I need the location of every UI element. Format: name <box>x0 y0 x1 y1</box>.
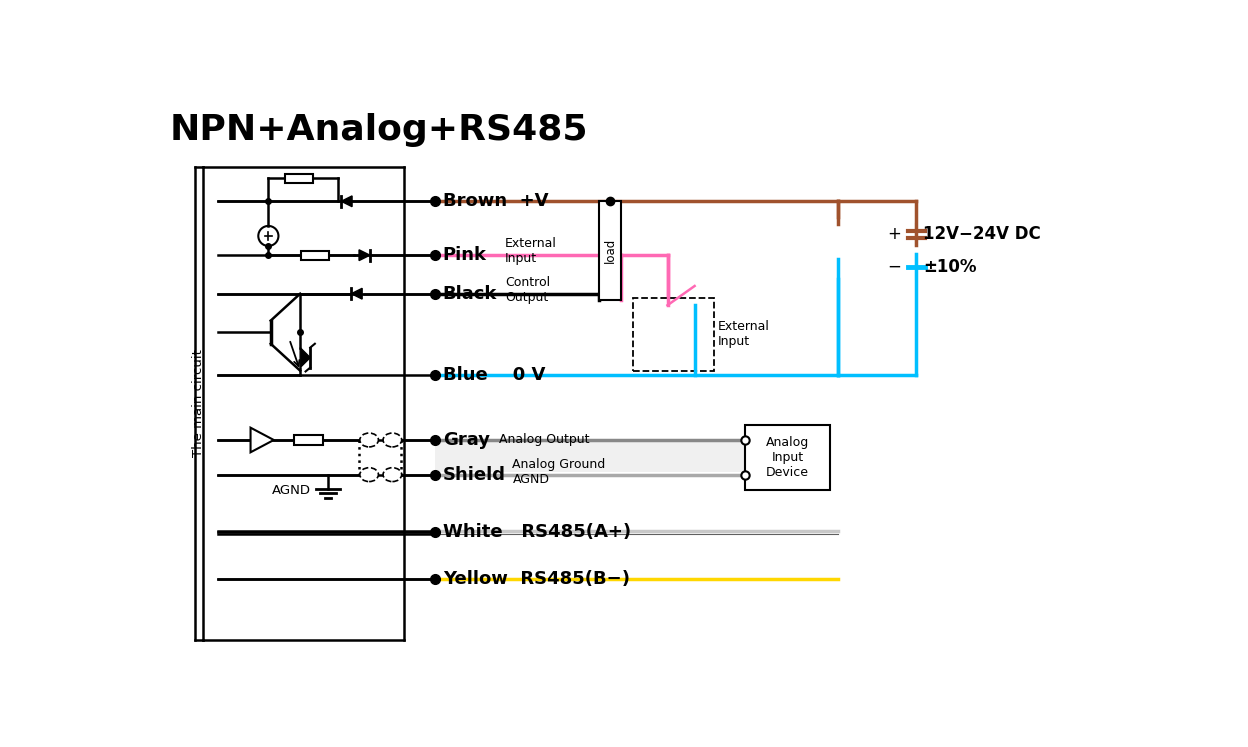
Text: Black: Black <box>443 285 497 303</box>
Ellipse shape <box>383 433 402 447</box>
Polygon shape <box>341 196 352 207</box>
Text: Yellow  RS485(B−): Yellow RS485(B−) <box>443 570 630 588</box>
Text: External
Input: External Input <box>504 237 557 264</box>
Bar <box>286 173 313 183</box>
Bar <box>599 201 622 300</box>
Polygon shape <box>351 288 362 299</box>
Text: Brown  +V: Brown +V <box>443 192 548 211</box>
Bar <box>295 436 323 444</box>
Text: External
Input: External Input <box>718 320 770 348</box>
Text: Pink: Pink <box>443 247 487 264</box>
Text: load: load <box>604 238 617 263</box>
Polygon shape <box>359 249 369 261</box>
Bar <box>745 424 830 490</box>
Ellipse shape <box>359 433 378 447</box>
Text: Shield: Shield <box>443 465 505 483</box>
Text: Gray: Gray <box>443 431 489 449</box>
Text: NPN+Analog+RS485: NPN+Analog+RS485 <box>170 113 589 146</box>
Ellipse shape <box>383 468 402 482</box>
Text: The main circuit: The main circuit <box>192 349 205 457</box>
Text: Analog Output: Analog Output <box>498 433 589 447</box>
Ellipse shape <box>359 468 378 482</box>
Text: White   RS485(A+): White RS485(A+) <box>443 524 631 542</box>
Text: 12V−24V DC: 12V−24V DC <box>924 226 1041 244</box>
Bar <box>301 250 328 260</box>
Text: Analog
Input
Device: Analog Input Device <box>766 436 809 479</box>
Text: Blue    0 V: Blue 0 V <box>443 365 545 383</box>
Bar <box>633 297 714 371</box>
Polygon shape <box>301 347 311 368</box>
Bar <box>436 442 745 472</box>
Text: +: + <box>887 226 901 244</box>
Text: Control
Output: Control Output <box>504 276 550 304</box>
Polygon shape <box>251 428 273 453</box>
Text: −: − <box>887 258 901 276</box>
Text: AGND: AGND <box>272 484 311 498</box>
Text: ±10%: ±10% <box>924 258 977 276</box>
Text: Analog Ground
AGND: Analog Ground AGND <box>513 458 605 486</box>
